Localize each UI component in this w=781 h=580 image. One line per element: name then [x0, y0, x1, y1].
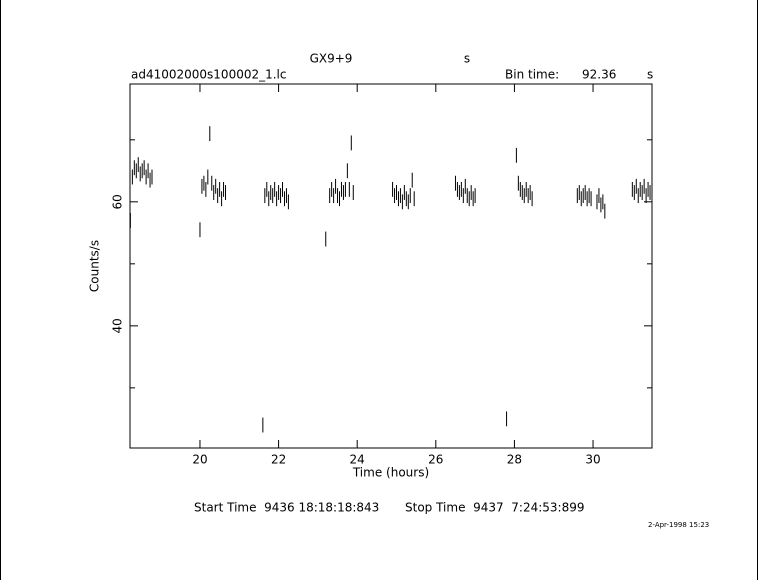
x-axis-label: Time (hours) [352, 466, 429, 480]
file-name: ad41002000s100002_1.lc [131, 68, 287, 82]
y-axis-label: Counts/s [88, 240, 102, 292]
x-tick-label: 24 [350, 453, 365, 467]
stop-time: Stop Time 9437 7:24:53:899 [405, 501, 584, 515]
x-tick-label: 28 [507, 453, 522, 467]
title-unit: s [464, 52, 470, 66]
x-tick-label: 30 [585, 453, 600, 467]
x-tick-label: 20 [192, 453, 207, 467]
bin-time-label: Bin time: [505, 68, 559, 82]
x-tick-label: 26 [428, 453, 443, 467]
y-tick-label: 40 [111, 318, 125, 333]
bin-time: 92.36 [582, 68, 616, 82]
y-tick-label: 60 [111, 194, 125, 209]
bin-time-unit: s [647, 68, 653, 82]
date-stamp: 2-Apr-1998 15:23 [648, 521, 709, 529]
plot-frame [129, 83, 653, 449]
chart-title: GX9+9 [310, 52, 353, 66]
x-tick-label: 22 [271, 453, 286, 467]
start-time: Start Time 9436 18:18:18:843 [194, 501, 379, 515]
